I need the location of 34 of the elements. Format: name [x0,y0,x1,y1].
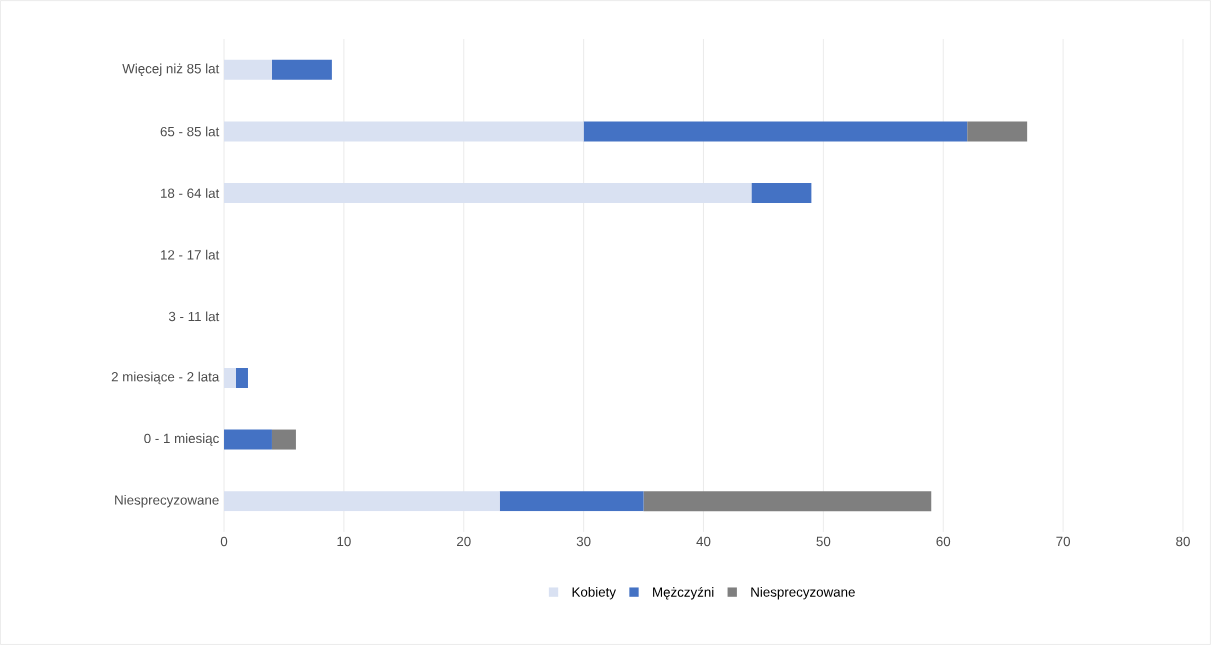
x-tick-label: 70 [1056,536,1071,547]
y-tick-label: 65 - 85 lat [160,126,220,137]
bar [224,367,236,388]
bar [271,429,296,450]
y-tick-label: 2 miesiące - 2 lata [111,371,220,385]
bar [751,183,812,204]
x-tick-label: 10 [337,536,351,547]
x-tick-label: 80 [1176,536,1190,547]
y-tick-label: 18 - 64 lat [161,188,220,198]
x-tick-label: 0 [220,536,228,547]
bar [236,367,248,388]
bar [583,121,968,142]
bar [224,59,272,80]
x-tick-label: 50 [816,536,831,547]
legend-label: Mężczyźni [653,586,714,600]
bar [643,491,932,512]
y-tick-label: 12 - 17 lat [161,249,220,260]
bar [224,429,272,450]
legend-label: Kobiety [572,586,616,600]
bar [224,491,500,512]
y-tick-label: Więcej niż 85 lat [122,63,220,77]
bar [271,59,332,80]
y-tick-label: Niesprecyzowane [115,494,219,508]
x-tick-label: 40 [696,536,711,547]
y-tick-label: 0 - 1 miesiąc [144,433,219,446]
bar [967,121,1028,142]
legend-label: Niesprecyzowane [751,586,855,600]
bar [499,491,644,512]
x-tick-label: 20 [457,536,471,547]
bar [224,121,584,142]
y-tick-label: 3 - 11 lat [168,311,220,322]
bar [224,183,752,204]
x-tick-label: 30 [576,536,591,547]
x-tick-label: 60 [936,536,951,547]
